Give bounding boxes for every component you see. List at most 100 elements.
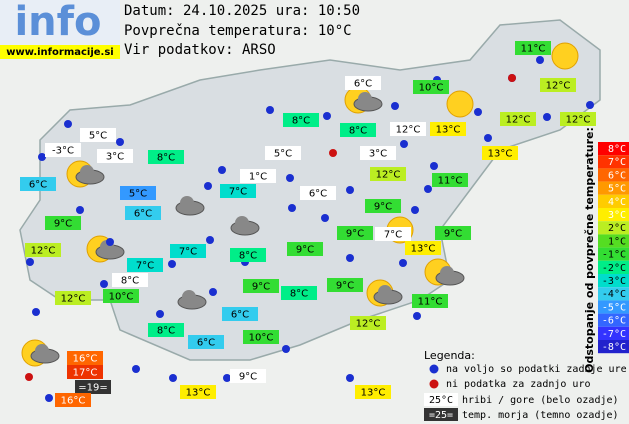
station-dot [399,259,407,267]
scale-label: -2°C [602,263,626,274]
station-label: 1°C [249,172,267,183]
station-label-bg [67,365,103,379]
station-label: 13°C [186,388,211,399]
station-label: 3°C [369,149,387,160]
station-label: -3°C [52,146,74,157]
station-label: 12°C [546,81,571,92]
scale-step [598,208,629,222]
scale-label: 3°C [608,210,626,221]
station-label-bg [482,146,518,160]
station-label: 5°C [89,131,107,142]
station-label-bg [300,186,336,200]
station-label-bg [222,307,258,321]
station-dot [474,108,482,116]
station-label: 6°C [29,180,47,191]
legend-red-dot [429,379,439,389]
station-label: 8°C [349,126,367,137]
scale-label: 1°C [608,236,626,247]
station-label-bg [220,184,256,198]
station-label: 12°C [376,170,401,181]
station-label-bg [45,143,81,157]
station-label: 13°C [488,149,513,160]
station-dot [32,308,40,316]
station-label-bg [350,316,386,330]
legend-sea-box [424,408,458,421]
station-label-bg [265,146,301,160]
station-label-bg [127,258,163,272]
scale-label: 8°C [608,144,626,155]
scale-step [598,155,629,169]
station-label-bg [412,294,448,308]
station-label-bg [432,173,468,187]
station-label-bg [355,385,391,399]
station-label: 13°C [411,244,436,255]
scale-label: 5°C [608,184,626,195]
station-label: 3°C [106,152,124,163]
station-label-bg [560,112,596,126]
scale-step [598,300,629,314]
station-label: 8°C [157,153,175,164]
scale-step [598,221,629,235]
station-label-bg [540,78,576,92]
station-label-bg [515,41,551,55]
station-dot [321,214,329,222]
station-label-bg [188,335,224,349]
scale-label: 7°C [608,157,626,168]
scale-label: 4°C [608,197,626,208]
station-label: 9°C [346,229,364,240]
station-label: 11°C [418,297,443,308]
scale-step [598,142,629,156]
scale-step [598,313,629,327]
station-dot [266,106,274,114]
scale-label: -3°C [602,276,626,287]
station-label: 7°C [229,187,247,198]
station-dot [346,254,354,262]
station-label-bg [25,243,61,257]
logo: info [14,0,101,45]
scale: 8°C 7°C 6°C 5°C 4°C 3°C 2°C 1°C -1°C -2°C -3°C -4°C… [598,142,629,354]
scale-label: 6°C [608,170,626,181]
cloud [80,165,94,179]
station-label: 9°C [296,245,314,256]
scale-step [598,234,629,248]
station-label-bg [45,216,81,230]
station-dot [282,345,290,353]
sun [551,42,579,70]
scale-title: Odstopanje od povprečne temperature: [583,127,596,373]
station-label: 6°C [197,338,215,349]
scale-step [598,287,629,301]
station-dot [64,120,72,128]
station-dot [204,182,212,190]
station-dot [116,138,124,146]
stations: 11°C 6°C 10°C 12°C 8°C 8°C 12°C 13°C 12°C 12°C 5°C… [20,41,596,407]
station-dot [38,153,46,161]
station-label-bg [55,291,91,305]
station-label-bg [75,380,111,394]
station-label-bg [327,278,363,292]
station-label-bg [170,244,206,258]
scale-label: -5°C [602,302,626,313]
station-dot [156,310,164,318]
station-label: 9°C [336,281,354,292]
station-label: 12°C [31,246,56,257]
scale-step [598,326,629,340]
station-label-bg [500,112,536,126]
station-label-bg [390,122,426,136]
station-dot [323,112,331,120]
station-label: 7°C [136,261,154,272]
legend-title: Legenda: [424,349,475,362]
station-label: 13°C [361,388,386,399]
station-dot [543,113,551,121]
station-label: 6°C [231,310,249,321]
station-label-bg [103,289,139,303]
legend-sea-sample: =25= [429,410,453,421]
station-dot [206,236,214,244]
station-label: 9°C [252,282,270,293]
station-dot [223,374,231,382]
legend-blue-dot [429,364,439,374]
station-label-bg [97,149,133,163]
station-label-bg [360,146,396,160]
station-label-bg [148,150,184,164]
station-dot [391,102,399,110]
